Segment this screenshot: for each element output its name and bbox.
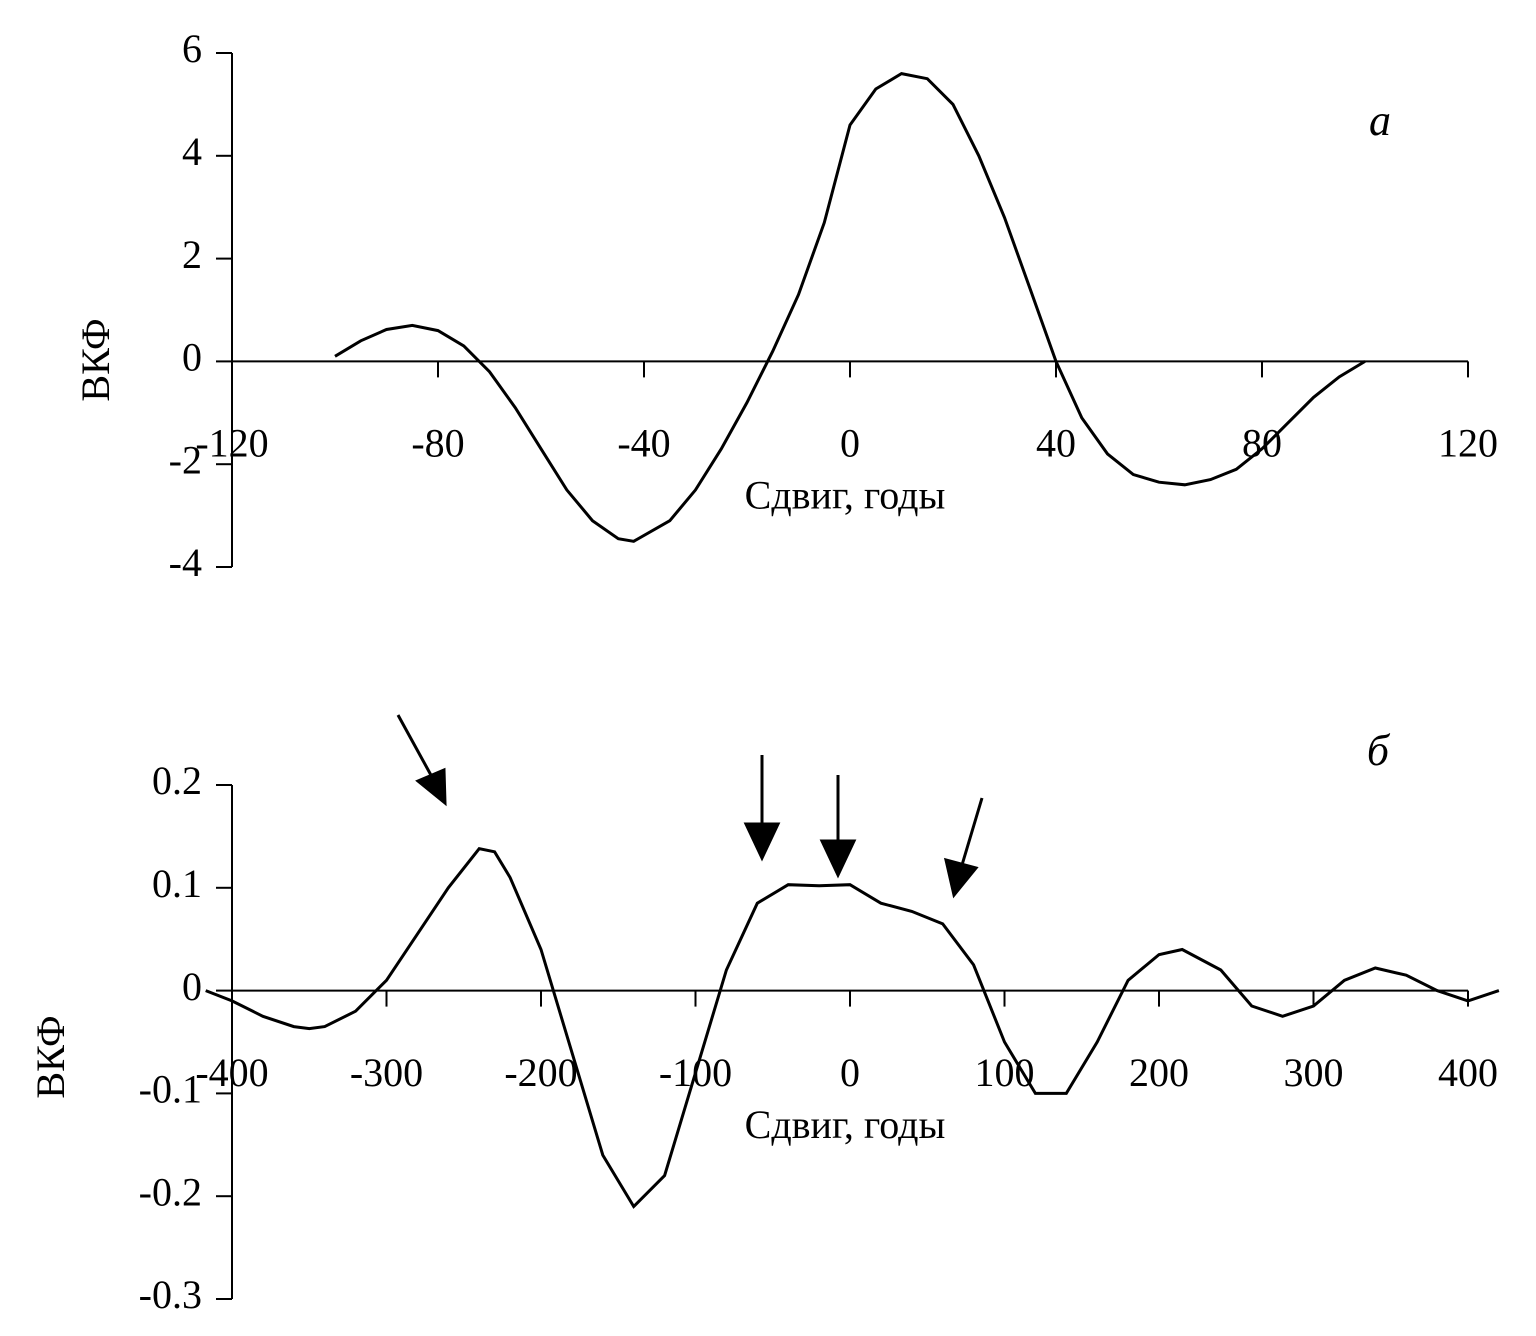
- panel-label: а: [1369, 96, 1391, 145]
- panel-label: б: [1367, 726, 1391, 775]
- y-tick-label: 0: [182, 335, 202, 380]
- y-tick-label: -0.2: [139, 1169, 202, 1214]
- x-axis-label: Сдвиг, годы: [745, 1102, 946, 1147]
- y-tick-label: 0.1: [152, 861, 202, 906]
- x-tick-label: 200: [1129, 1050, 1189, 1095]
- x-tick-label: -300: [350, 1050, 423, 1095]
- x-axis-label: Сдвиг, годы: [745, 473, 946, 518]
- arrows: [396, 714, 984, 899]
- x-tick-label: 40: [1036, 421, 1076, 466]
- x-tick-label: 0: [840, 421, 860, 466]
- x-tick-label: -120: [195, 421, 268, 466]
- y-tick-label: -0.1: [139, 1067, 202, 1112]
- y-tick-label: 0: [182, 964, 202, 1009]
- x-tick-label: -400: [195, 1050, 268, 1095]
- y-tick-label: -2: [169, 437, 202, 482]
- x-tick-label: 400: [1438, 1050, 1498, 1095]
- x-tick-label: -40: [617, 421, 670, 466]
- y-axis-label: ВКФ: [73, 318, 118, 401]
- arrow: [396, 714, 434, 778]
- arrow-head: [743, 822, 781, 862]
- y-tick-label: 2: [182, 232, 202, 277]
- arrow-head: [943, 857, 979, 899]
- y-tick-label: -0.3: [139, 1272, 202, 1317]
- x-tick-label: 120: [1438, 421, 1498, 466]
- y-axis-label: ВКФ: [28, 1015, 73, 1098]
- y-tick-label: 0.2: [152, 758, 202, 803]
- data-line: [334, 72, 1366, 543]
- x-tick-label: -200: [504, 1050, 577, 1095]
- x-tick-label: -80: [411, 421, 464, 466]
- data-line: [205, 847, 1500, 1209]
- y-tick-label: 6: [182, 26, 202, 71]
- y-tick-label: -4: [169, 540, 202, 585]
- x-tick-label: 300: [1284, 1050, 1344, 1095]
- arrow: [960, 797, 984, 866]
- arrow-head: [819, 839, 857, 879]
- arrow-head: [415, 767, 447, 807]
- x-tick-label: 0: [840, 1050, 860, 1095]
- x-tick-label: 100: [975, 1050, 1035, 1095]
- y-tick-label: 4: [182, 129, 202, 174]
